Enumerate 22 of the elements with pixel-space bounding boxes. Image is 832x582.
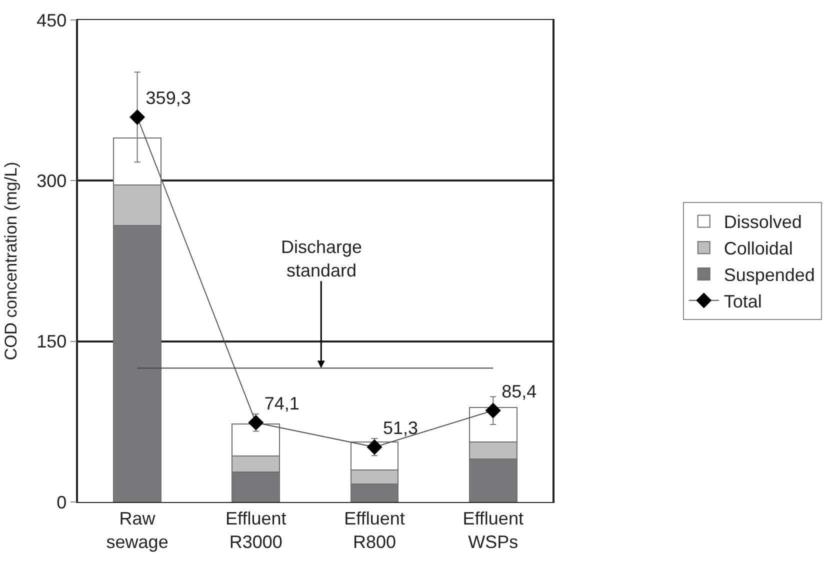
- y-tick-label: 0: [56, 492, 67, 512]
- y-tick-label: 300: [36, 170, 67, 191]
- y-axis-title: COD concentration (mg/L): [2, 162, 21, 360]
- point: [248, 414, 264, 430]
- x-tick-label: Effluent WSPs: [462, 508, 524, 552]
- data-label: 51,3: [383, 418, 418, 438]
- y-tick-label: 150: [36, 332, 67, 352]
- data-label: 74,1: [264, 394, 300, 414]
- y-tick-label: 450: [36, 10, 67, 30]
- ref-line-label: Discharge standard: [281, 237, 362, 280]
- point: [366, 439, 382, 455]
- legend-label: Colloidal: [724, 238, 793, 259]
- legend-label: Total: [724, 291, 762, 312]
- data-label: 85,4: [502, 382, 537, 402]
- legend-label: Dissolved: [724, 212, 802, 232]
- legend-label: Suspended: [724, 265, 815, 286]
- data-label: 359,3: [146, 88, 191, 108]
- x-tick-label: Effluent R3000: [226, 508, 286, 552]
- x-tick-label: Effluent R800: [344, 508, 405, 552]
- point: [130, 109, 146, 125]
- point: [485, 402, 501, 418]
- x-tick-label: Raw sewage: [106, 508, 168, 552]
